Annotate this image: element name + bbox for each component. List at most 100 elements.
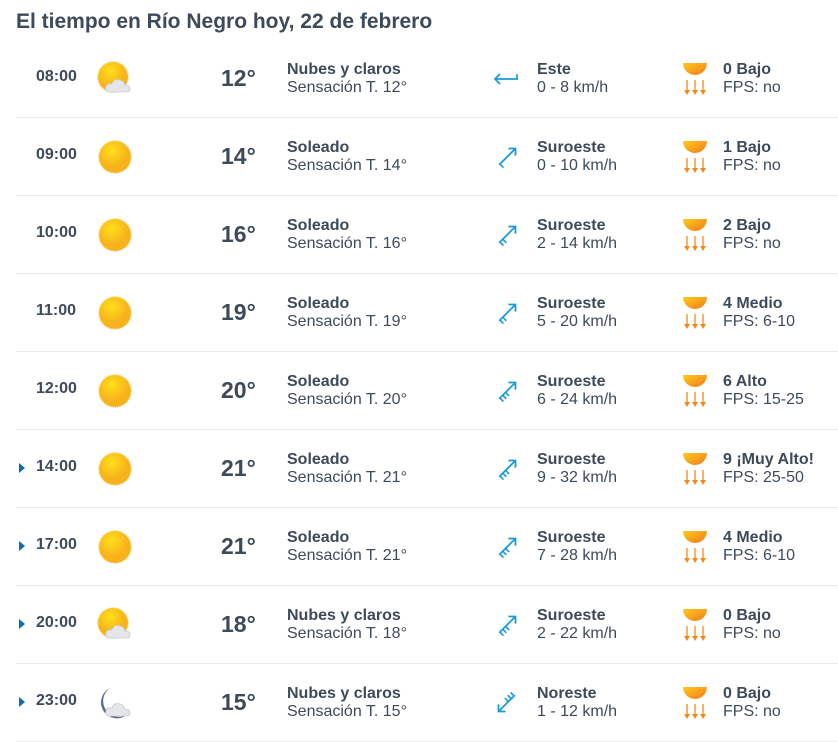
hour: 17:00	[36, 536, 77, 553]
condition-label: Nubes y claros	[287, 61, 401, 78]
temperature: 19°	[221, 299, 256, 325]
uv-sun-icon	[682, 606, 708, 644]
condition: Soleado Sensación T. 21°	[287, 451, 407, 487]
wind-direction: Suroeste	[537, 139, 606, 156]
wind-direction: Suroeste	[537, 217, 606, 234]
hour: 10:00	[36, 224, 77, 241]
hour: 12:00	[36, 380, 77, 397]
temperature: 20°	[221, 377, 256, 403]
uv-sun-icon	[682, 138, 708, 176]
condition: Nubes y claros Sensación T. 12°	[287, 61, 407, 97]
wind-arrow-icon	[492, 298, 522, 328]
hour: 09:00	[36, 146, 77, 163]
temperature: 18°	[221, 611, 256, 637]
wind: Suroeste 9 - 32 km/h	[537, 451, 617, 487]
uv-index: 0 Bajo FPS: no	[723, 685, 781, 721]
wind-direction: Suroeste	[537, 607, 606, 624]
forecast-row[interactable]: 17:00 21° Soleado Sensación T. 21° Suroeste 7…	[16, 508, 838, 586]
fps: FPS: 6-10	[723, 547, 796, 564]
condition-label: Soleado	[287, 451, 350, 468]
wind: Suroeste 6 - 24 km/h	[537, 373, 617, 409]
expand-caret-icon[interactable]	[19, 619, 25, 629]
forecast-row: 08:00 12° Nubes y claros Sensación T. 12° Es…	[16, 40, 838, 118]
expand-caret-icon[interactable]	[19, 463, 25, 473]
wind: Suroeste 2 - 22 km/h	[537, 607, 617, 643]
wind: Suroeste 5 - 20 km/h	[537, 295, 617, 331]
uv-sun-icon	[682, 216, 708, 254]
condition: Soleado Sensación T. 20°	[287, 373, 407, 409]
wind: Noreste 1 - 12 km/h	[537, 685, 617, 721]
wind-direction: Suroeste	[537, 373, 606, 390]
fps: FPS: no	[723, 235, 781, 252]
condition-label: Soleado	[287, 373, 350, 390]
wind-arrow-icon	[492, 610, 522, 640]
uv-sun-icon	[682, 684, 708, 722]
wind-direction: Este	[537, 61, 571, 78]
uv-sun-icon	[682, 60, 708, 98]
wind-speed: 6 - 24 km/h	[537, 391, 618, 408]
temperature: 14°	[221, 143, 256, 169]
condition: Soleado Sensación T. 16°	[287, 217, 407, 253]
hour: 20:00	[36, 614, 77, 631]
uv-level: 1 Bajo	[723, 139, 772, 156]
condition-label: Nubes y claros	[287, 685, 401, 702]
feels-like: Sensación T. 12°	[287, 79, 407, 96]
feels-like: Sensación T. 21°	[287, 547, 407, 564]
fps: FPS: no	[723, 703, 781, 720]
sun-cloud-icon	[96, 60, 134, 98]
sun-icon	[96, 294, 134, 332]
temperature: 16°	[221, 221, 256, 247]
uv-level: 9 ¡Muy Alto!	[723, 451, 814, 468]
wind-speed: 2 - 14 km/h	[537, 235, 618, 252]
hour: 11:00	[36, 302, 77, 319]
wind-speed: 1 - 12 km/h	[537, 703, 618, 720]
wind-arrow-icon	[492, 220, 522, 250]
temperature: 12°	[221, 65, 256, 91]
wind-arrow-icon	[492, 142, 522, 172]
forecast-row: 10:00 16° Soleado Sensación T. 16° Suroeste 2…	[16, 196, 838, 274]
uv-sun-icon	[682, 528, 708, 566]
feels-like: Sensación T. 19°	[287, 313, 407, 330]
page-title: El tiempo en Río Negro hoy, 22 de febrer…	[16, 10, 433, 33]
fps: FPS: 15-25	[723, 391, 804, 408]
forecast-row: 11:00 19° Soleado Sensación T. 19° Suroeste 5…	[16, 274, 838, 352]
feels-like: Sensación T. 15°	[287, 703, 407, 720]
sun-icon	[96, 528, 134, 566]
hourly-forecast-list: 08:00 12° Nubes y claros Sensación T. 12° Es…	[16, 40, 838, 742]
condition-label: Nubes y claros	[287, 607, 401, 624]
condition: Nubes y claros Sensación T. 18°	[287, 607, 407, 643]
forecast-row[interactable]: 23:00 15° Nubes y claros Sensación T. 15° No…	[16, 664, 838, 742]
forecast-row[interactable]: 14:00 21° Soleado Sensación T. 21° Suroeste 9…	[16, 430, 838, 508]
sun-icon	[96, 216, 134, 254]
uv-level: 6 Alto	[723, 373, 767, 390]
sun-icon	[96, 138, 134, 176]
uv-index: 1 Bajo FPS: no	[723, 139, 781, 175]
uv-sun-icon	[682, 372, 708, 410]
uv-sun-icon	[682, 294, 708, 332]
hour: 23:00	[36, 692, 77, 709]
fps: FPS: no	[723, 79, 781, 96]
wind-speed: 0 - 10 km/h	[537, 157, 618, 174]
expand-caret-icon[interactable]	[19, 697, 25, 707]
uv-index: 4 Medio FPS: 6-10	[723, 295, 795, 331]
forecast-row[interactable]: 20:00 18° Nubes y claros Sensación T. 18° Su…	[16, 586, 838, 664]
uv-index: 0 Bajo FPS: no	[723, 61, 781, 97]
sun-icon	[96, 372, 134, 410]
temperature: 15°	[221, 689, 256, 715]
condition-label: Soleado	[287, 217, 350, 234]
wind-speed: 0 - 8 km/h	[537, 79, 609, 96]
wind-arrow-icon	[492, 688, 522, 718]
wind: Suroeste 0 - 10 km/h	[537, 139, 617, 175]
uv-level: 0 Bajo	[723, 685, 772, 702]
uv-index: 2 Bajo FPS: no	[723, 217, 781, 253]
wind-speed: 9 - 32 km/h	[537, 469, 618, 486]
uv-level: 4 Medio	[723, 295, 783, 312]
wind-speed: 5 - 20 km/h	[537, 313, 618, 330]
fps: FPS: no	[723, 157, 781, 174]
expand-caret-icon[interactable]	[19, 541, 25, 551]
wind: Este 0 - 8 km/h	[537, 61, 608, 97]
condition: Soleado Sensación T. 21°	[287, 529, 407, 565]
condition: Soleado Sensación T. 14°	[287, 139, 407, 175]
uv-level: 4 Medio	[723, 529, 783, 546]
feels-like: Sensación T. 14°	[287, 157, 407, 174]
